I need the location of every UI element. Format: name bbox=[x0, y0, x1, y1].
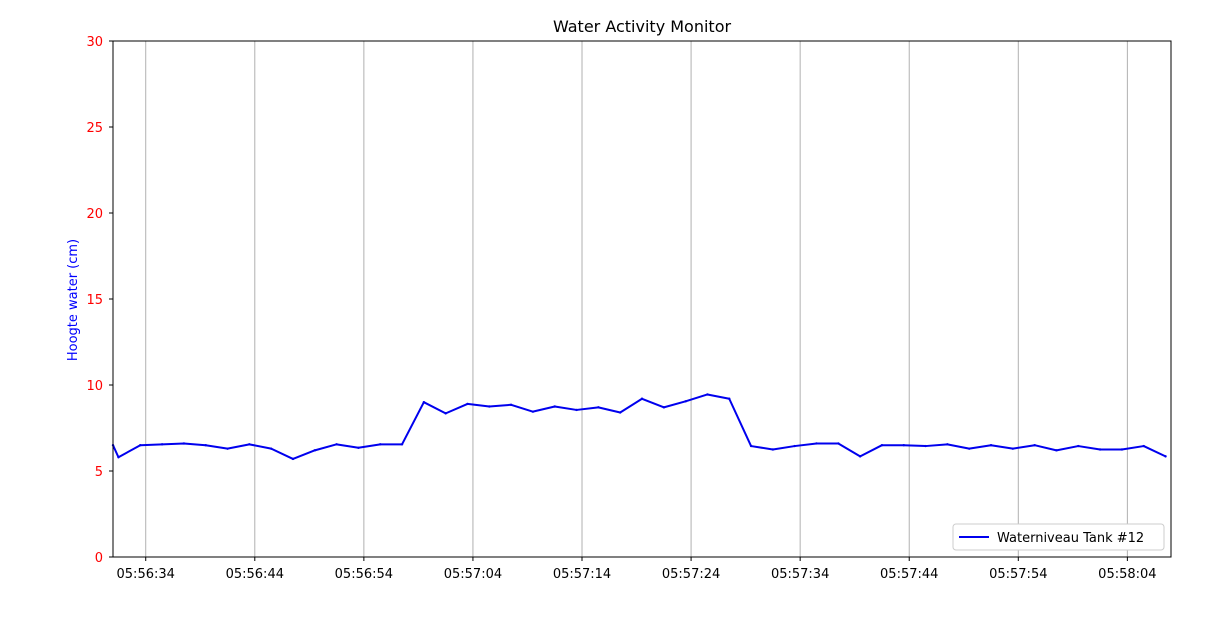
chart-title: Water Activity Monitor bbox=[553, 17, 732, 36]
data-point bbox=[379, 443, 382, 446]
data-point bbox=[204, 444, 207, 447]
data-point bbox=[749, 444, 753, 448]
data-point bbox=[182, 442, 186, 445]
x-tick-label: 05:57:34 bbox=[771, 567, 829, 582]
series-line-waterniveau bbox=[112, 393, 1166, 460]
x-tick-label: 05:57:14 bbox=[553, 567, 611, 582]
data-point bbox=[597, 406, 600, 409]
data-point bbox=[815, 442, 818, 445]
data-point bbox=[117, 456, 120, 459]
data-point bbox=[160, 443, 164, 446]
data-point bbox=[335, 443, 338, 446]
data-point bbox=[1120, 448, 1124, 451]
data-point bbox=[706, 393, 709, 396]
data-point bbox=[1011, 447, 1015, 450]
plot-frame bbox=[112, 40, 1172, 558]
legend: Waterniveau Tank #12 bbox=[952, 523, 1165, 551]
x-axis-ticks: 05:56:34 05:56:44 05:56:54 05:57:04 05:57:14… bbox=[117, 557, 1157, 582]
y-tick-label: 30 bbox=[86, 35, 103, 50]
legend-box bbox=[952, 523, 1165, 551]
data-point bbox=[488, 405, 491, 408]
data-point bbox=[618, 411, 622, 414]
y-axis-ticks: 0 5 10 15 20 25 30 bbox=[86, 35, 113, 566]
data-point bbox=[509, 403, 513, 406]
data-point bbox=[640, 397, 644, 400]
data-point bbox=[444, 412, 447, 415]
data-point bbox=[1164, 455, 1167, 458]
data-point bbox=[946, 443, 949, 446]
x-tick-label: 05:57:04 bbox=[444, 567, 502, 582]
data-point bbox=[466, 402, 469, 406]
data-point bbox=[248, 443, 251, 446]
data-point bbox=[313, 449, 316, 452]
data-point bbox=[291, 457, 295, 461]
x-tick-label: 05:57:44 bbox=[880, 567, 938, 582]
data-point bbox=[968, 447, 971, 450]
data-point bbox=[139, 444, 142, 447]
x-tick-label: 05:56:54 bbox=[335, 567, 393, 582]
y-tick-label: 15 bbox=[86, 293, 103, 308]
x-tick-label: 05:57:24 bbox=[662, 567, 720, 582]
data-point bbox=[1055, 449, 1058, 452]
y-tick-label: 0 bbox=[95, 551, 103, 566]
x-tick-label: 05:56:44 bbox=[226, 567, 284, 582]
data-point bbox=[1033, 444, 1036, 447]
series-layer bbox=[111, 393, 1167, 461]
data-point bbox=[422, 401, 426, 404]
data-point bbox=[728, 397, 731, 400]
y-tick-label: 20 bbox=[86, 207, 103, 222]
data-point bbox=[989, 444, 993, 447]
grid-lines bbox=[145, 41, 1128, 557]
data-point bbox=[553, 405, 556, 408]
legend-label: Waterniveau Tank #12 bbox=[997, 531, 1144, 546]
data-point bbox=[902, 444, 905, 447]
y-tick-label: 10 bbox=[86, 379, 103, 394]
data-point bbox=[771, 448, 775, 451]
data-point bbox=[400, 443, 404, 446]
data-point bbox=[269, 447, 273, 450]
y-tick-label: 5 bbox=[95, 465, 103, 480]
y-axis-label: Hoogte water (cm) bbox=[66, 239, 81, 361]
x-tick-label: 05:58:04 bbox=[1098, 567, 1156, 582]
data-point bbox=[1142, 444, 1145, 448]
data-point bbox=[880, 444, 884, 447]
y-tick-label: 25 bbox=[86, 121, 103, 136]
data-point bbox=[837, 442, 840, 445]
data-point bbox=[793, 444, 796, 448]
data-point bbox=[858, 455, 862, 458]
data-point bbox=[357, 446, 360, 449]
data-point bbox=[924, 444, 927, 448]
data-point bbox=[1098, 448, 1102, 451]
data-point bbox=[684, 400, 687, 403]
data-point bbox=[531, 410, 535, 413]
x-tick-label: 05:57:54 bbox=[989, 567, 1047, 582]
data-point bbox=[662, 406, 666, 409]
data-point bbox=[1077, 444, 1080, 448]
data-point bbox=[226, 447, 229, 450]
data-point bbox=[575, 408, 578, 412]
x-tick-label: 05:56:34 bbox=[117, 567, 175, 582]
